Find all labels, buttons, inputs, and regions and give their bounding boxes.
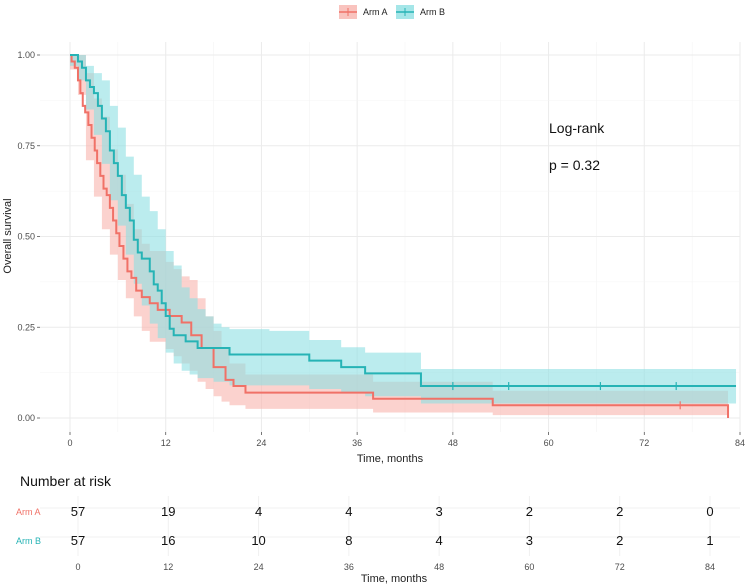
legend: Arm A Arm B [339, 5, 445, 19]
risk-x-tick-label: 0 [75, 562, 80, 572]
risk-x-tick-label: 36 [344, 562, 354, 572]
annotation-p-value: p = 0.32 [549, 157, 600, 173]
risk-x-tick-label: 48 [434, 562, 444, 572]
x-axis-title: Time, months [357, 453, 424, 465]
risk-x-tick-label: 24 [254, 562, 264, 572]
y-axis-title: Overall survival [2, 198, 14, 273]
risk-value: 8 [345, 533, 352, 548]
y-tick-label: 1.00 [17, 50, 35, 60]
legend-item-arm-b[interactable]: Arm B [396, 5, 445, 19]
survival-curves [70, 54, 737, 418]
legend-item-arm-a[interactable]: Arm A [339, 5, 388, 19]
survival-curve-arm-a[interactable] [70, 54, 730, 418]
x-tick-label: 24 [256, 438, 266, 448]
risk-value: 3 [526, 533, 533, 548]
risk-value: 10 [251, 533, 265, 548]
y-tick-label: 0.75 [17, 141, 35, 151]
risk-value: 2 [616, 504, 623, 519]
y-tick-label: 0.25 [17, 322, 35, 332]
risk-value: 4 [255, 504, 262, 519]
risk-value: 2 [526, 504, 533, 519]
x-tick-label: 60 [544, 438, 554, 448]
censor-marks [452, 382, 681, 410]
risk-table-x-ticks: 0 12 24 36 48 60 72 84 [75, 562, 715, 572]
survival-curve-arm-b[interactable] [70, 54, 737, 388]
x-axis-ticks: 0 12 24 36 48 60 72 84 [67, 432, 745, 448]
x-tick-label: 84 [735, 438, 745, 448]
x-tick-label: 12 [161, 438, 171, 448]
risk-value: 57 [71, 533, 85, 548]
risk-row-label-arm-a: Arm A [16, 507, 41, 517]
x-tick-label: 0 [67, 438, 72, 448]
risk-table-title: Number at risk [20, 473, 112, 489]
risk-x-tick-label: 60 [524, 562, 534, 572]
risk-table-grid [40, 496, 740, 556]
risk-value: 3 [436, 504, 443, 519]
x-tick-label: 72 [639, 438, 649, 448]
risk-value: 16 [161, 533, 175, 548]
risk-value: 4 [345, 504, 352, 519]
risk-value: 1 [706, 533, 713, 548]
y-tick-label: 0.50 [17, 232, 35, 242]
risk-x-tick-label: 84 [705, 562, 715, 572]
risk-value: 0 [706, 504, 713, 519]
annotation-log-rank: Log-rank [549, 120, 605, 136]
x-tick-label: 48 [448, 438, 458, 448]
risk-value: 19 [161, 504, 175, 519]
risk-x-tick-label: 12 [163, 562, 173, 572]
risk-row-label-arm-b: Arm B [16, 536, 41, 546]
y-tick-label: 0.00 [17, 413, 35, 423]
y-axis-ticks: 0.00 0.25 0.50 0.75 1.00 [17, 50, 40, 423]
legend-label-arm-b: Arm B [420, 7, 445, 17]
x-tick-label: 36 [352, 438, 362, 448]
risk-x-tick-label: 72 [615, 562, 625, 572]
risk-value: 4 [436, 533, 443, 548]
risk-table-values: 57 19 4 4 3 2 2 0 57 16 10 8 4 3 2 1 [71, 504, 714, 548]
legend-label-arm-a: Arm A [363, 7, 388, 17]
risk-table-x-axis-title: Time, months [361, 573, 428, 585]
risk-value: 57 [71, 504, 85, 519]
risk-value: 2 [616, 533, 623, 548]
